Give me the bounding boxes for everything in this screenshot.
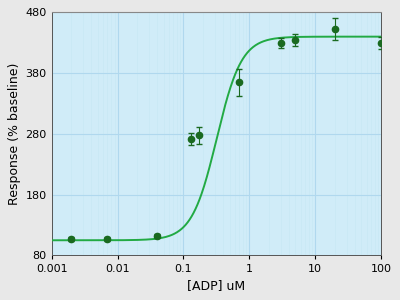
X-axis label: [ADP] uM: [ADP] uM — [187, 279, 246, 292]
Y-axis label: Response (% baseline): Response (% baseline) — [8, 63, 21, 205]
